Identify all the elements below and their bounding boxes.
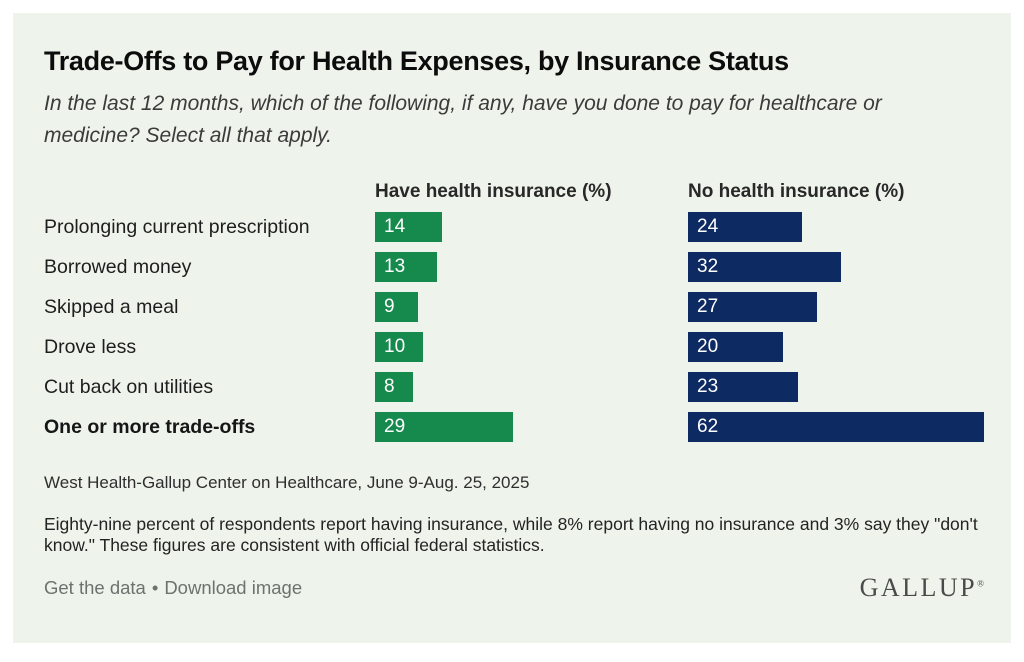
category-label: Borrowed money	[44, 255, 192, 278]
footnote: Eighty-nine percent of respondents repor…	[44, 513, 978, 556]
link-separator: •	[151, 577, 159, 598]
chart-card: Trade-Offs to Pay for Health Expenses, b…	[13, 13, 1011, 643]
chart-row: Skipped a meal 9 27	[44, 291, 984, 322]
gallup-wordmark: GALLUP	[859, 573, 978, 602]
bar-insured: 13	[375, 251, 437, 282]
category-label: Skipped a meal	[44, 295, 179, 318]
series-headers: Have health insurance (%) No health insu…	[44, 181, 984, 212]
series-header-uninsured: No health insurance (%)	[688, 180, 905, 202]
category-label: One or more trade-offs	[44, 415, 256, 438]
bar-chart: Have health insurance (%) No health insu…	[44, 181, 984, 442]
footer-links: Get the data • Download image	[44, 577, 302, 599]
page-title: Trade-Offs to Pay for Health Expenses, b…	[44, 46, 789, 76]
chart-row: Borrowed money 13 32	[44, 251, 984, 282]
bar-insured: 10	[375, 331, 423, 362]
chart-row: Cut back on utilities 8 23	[44, 371, 984, 402]
bar-uninsured: 20	[688, 331, 783, 362]
bar-insured: 9	[375, 291, 418, 322]
registered-mark: ®	[977, 578, 984, 589]
chart-subtitle: In the last 12 months, which of the foll…	[44, 92, 882, 147]
bar-uninsured: 62	[688, 411, 984, 442]
chart-rows: Prolonging current prescription 14 24 Borro…	[44, 211, 984, 442]
bar-insured: 14	[375, 211, 442, 242]
bar-uninsured: 27	[688, 291, 817, 322]
chart-row: Prolonging current prescription 14 24	[44, 211, 984, 242]
chart-row: One or more trade-offs 29 62	[44, 411, 984, 442]
bar-uninsured: 24	[688, 211, 802, 242]
source-line: West Health-Gallup Center on Healthcare,…	[44, 472, 530, 492]
bar-uninsured: 32	[688, 251, 841, 282]
bar-insured: 29	[375, 411, 513, 442]
category-label: Prolonging current prescription	[44, 215, 310, 238]
chart-footer: Get the data • Download image GALLUP®	[44, 573, 984, 603]
series-header-insured: Have health insurance (%)	[375, 180, 612, 202]
category-label: Cut back on utilities	[44, 375, 214, 398]
bar-insured: 8	[375, 371, 413, 402]
download-image-link[interactable]: Download image	[164, 577, 303, 598]
chart-row: Drove less 10 20	[44, 331, 984, 362]
bar-uninsured: 23	[688, 371, 798, 402]
gallup-logo: GALLUP®	[860, 573, 984, 603]
category-label: Drove less	[44, 335, 137, 358]
get-the-data-link[interactable]: Get the data	[44, 577, 146, 598]
